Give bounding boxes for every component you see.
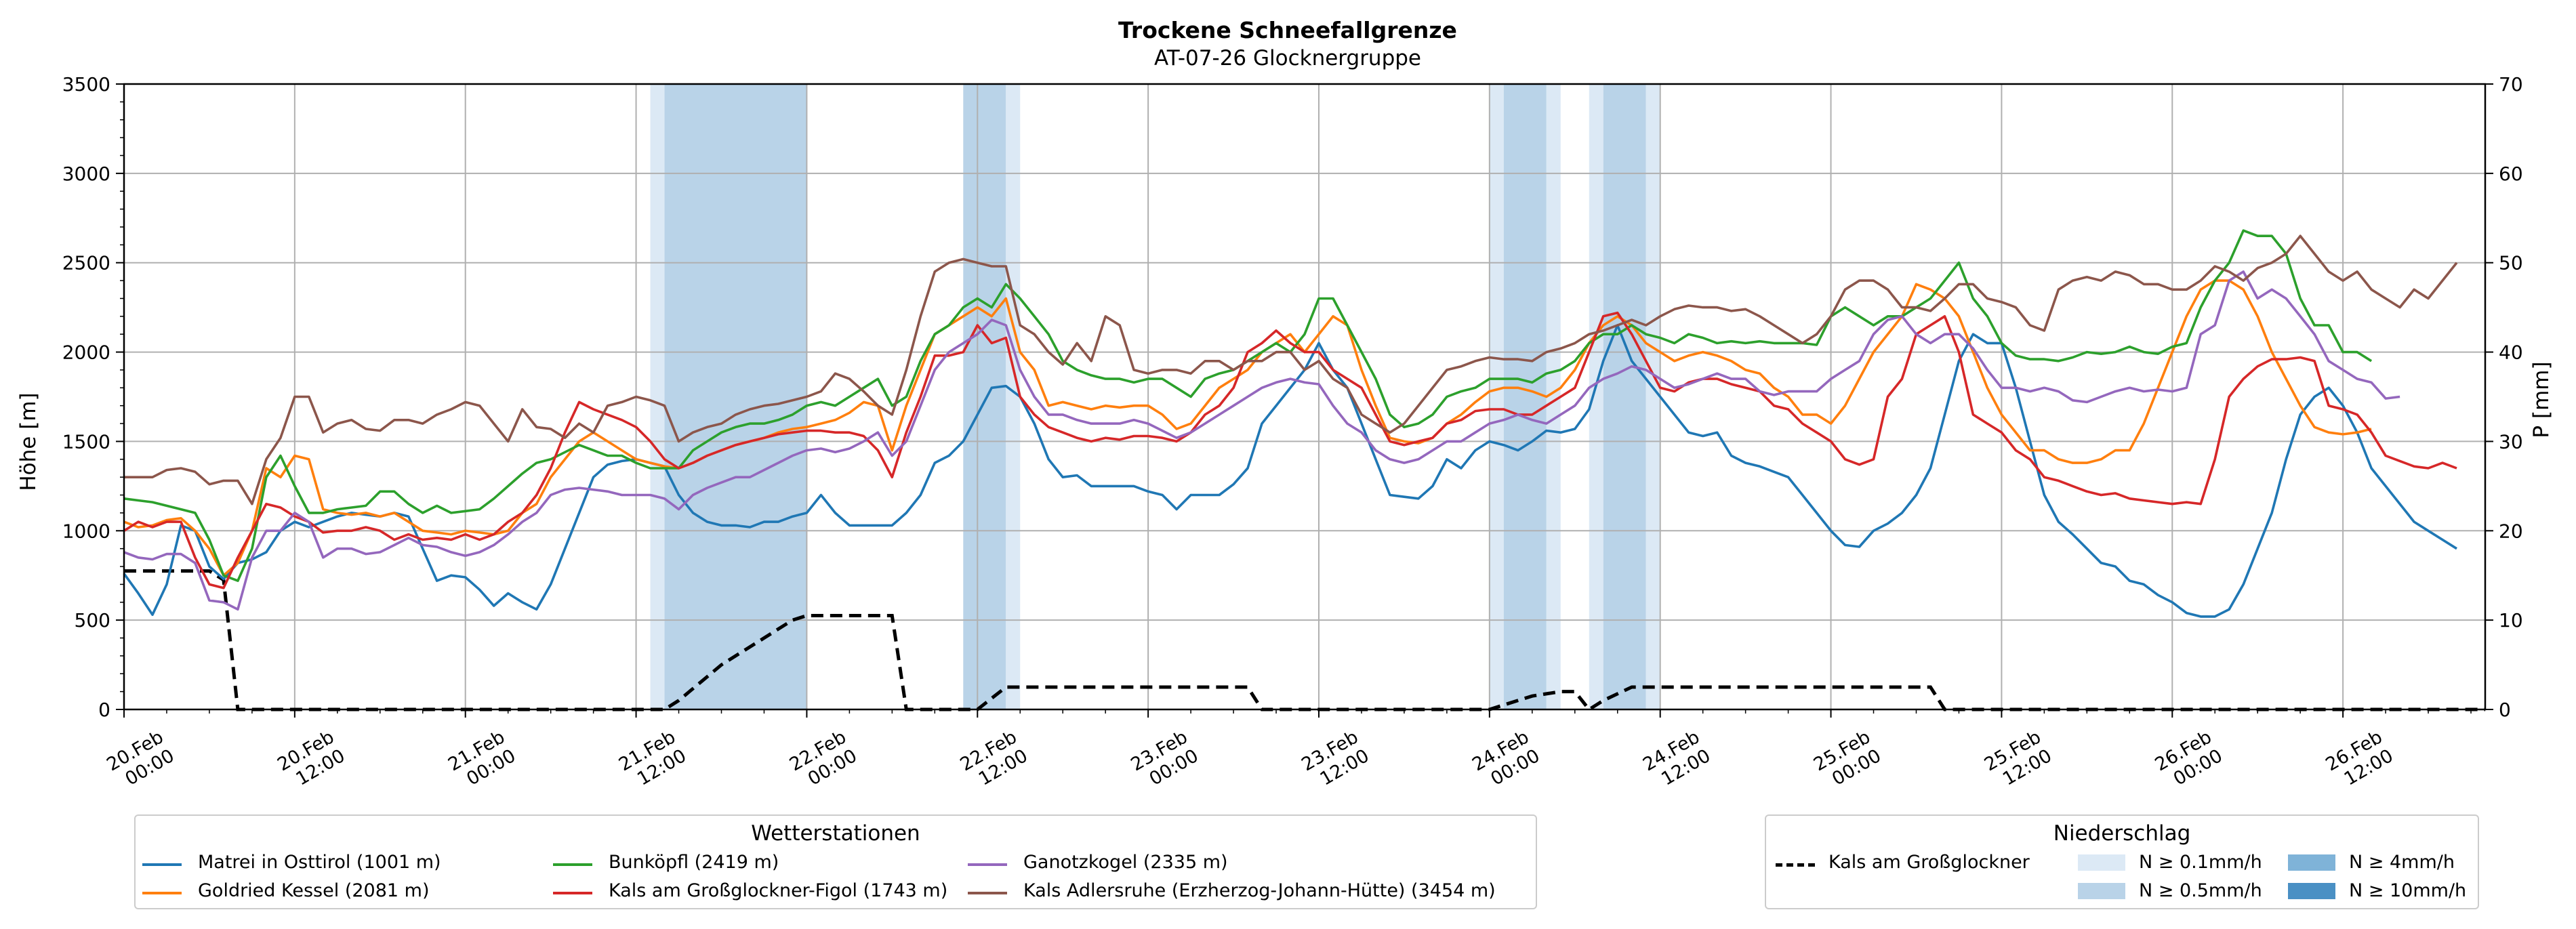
chart-subtitle: AT-07-26 Glocknergruppe <box>1154 46 1421 70</box>
legend-swatch-n05 <box>2078 883 2125 899</box>
y2-tick-label-5: 50 <box>2499 252 2523 274</box>
precip-line-group <box>124 569 2485 712</box>
legend-swatch-ganotzkogel <box>968 863 1007 866</box>
x-tick-label-7: 23.Feb12:00 <box>1298 726 1372 794</box>
grid <box>123 83 2485 710</box>
legend-swatch-kals-figol <box>553 892 592 894</box>
legend-label-n01: N ≥ 0.1mm/h <box>2139 852 2262 873</box>
precip-band-9 <box>1645 84 1660 709</box>
y-tick-label-7: 3500 <box>62 73 110 96</box>
series-line-0 <box>123 324 2457 618</box>
plot-frame <box>123 83 2487 711</box>
precip-band-6 <box>1546 84 1561 709</box>
series-line-2 <box>123 229 2373 582</box>
legend-swatch-n01 <box>2078 854 2125 871</box>
series-line-4 <box>123 270 2400 611</box>
x-tick-label-12: 26.Feb00:00 <box>2152 726 2226 794</box>
legend-label-goldried: Goldried Kessel (2081 m) <box>198 880 430 901</box>
legend-label-n05: N ≥ 0.5mm/h <box>2139 880 2262 901</box>
legend-label-kals-figol: Kals am Großglockner-Figol (1743 m) <box>609 880 948 901</box>
precip-band-7 <box>1589 84 1603 709</box>
precip-legend-title: Niederschlag <box>2053 821 2191 846</box>
x-tick-label-6: 23.Feb00:00 <box>1128 726 1202 794</box>
legend-swatch-n4 <box>2288 854 2335 871</box>
x-tick-label-10: 25.Feb00:00 <box>1810 726 1885 794</box>
y-axis-label: Höhe [m] <box>16 392 41 491</box>
precip-bands <box>650 84 1660 709</box>
legend-swatch-goldried <box>142 892 182 894</box>
x-tick-label-4: 22.Feb00:00 <box>786 726 861 794</box>
y-tick-label-6: 3000 <box>62 163 110 185</box>
x-tick-label-13: 26.Feb12:00 <box>2323 726 2397 794</box>
legend-label-precip-line: Kals am Großglockner <box>1828 852 2030 873</box>
y-tick-label-5: 2500 <box>62 252 110 274</box>
precip-band-1 <box>664 84 807 709</box>
precip-legend: Niederschlag Kals am Großglockner N ≥ 0.… <box>1765 814 2479 909</box>
series-line-5 <box>124 234 2458 505</box>
precip-band-5 <box>1503 84 1547 709</box>
y2-tick-label-1: 10 <box>2499 609 2523 632</box>
precip-band-3 <box>1006 84 1021 709</box>
x-tick-label-3: 21.Feb12:00 <box>615 726 690 794</box>
axes: 0 500 1000 1500 2000 2500 3000 3500 0 10 20 30 40 50 6… <box>62 73 2523 794</box>
x-tick-label-5: 22.Feb12:00 <box>957 726 1031 794</box>
y-tick-label-4: 2000 <box>62 342 110 364</box>
x-tick-label-11: 25.Feb12:00 <box>1981 726 2056 794</box>
legend-label-bunkoepfl: Bunköpfl (2419 m) <box>609 852 779 873</box>
legend-swatch-n10 <box>2288 883 2335 899</box>
y-tick-label-1: 500 <box>75 609 110 632</box>
series-lines <box>123 229 2458 618</box>
y2-tick-label-2: 20 <box>2499 520 2523 542</box>
y-tick-label-3: 1500 <box>62 430 110 453</box>
x-tick-label-1: 20.Feb12:00 <box>274 726 348 794</box>
precip-band-8 <box>1603 84 1646 709</box>
x-tick-label-9: 24.Feb12:00 <box>1639 726 1714 794</box>
precip-line-kals <box>124 569 2485 712</box>
precip-band-0 <box>650 84 665 709</box>
y-tick-label-0: 0 <box>98 699 110 721</box>
y2-tick-label-3: 30 <box>2499 430 2523 453</box>
y2-tick-label-7: 70 <box>2499 73 2523 96</box>
stations-legend: Wetterstationen Matrei in Osttirol (1001… <box>134 814 1537 909</box>
chart-title: Trockene Schneefallgrenze <box>1118 17 1457 43</box>
legend-swatch-adlersruhe <box>968 892 1007 894</box>
x-tick-label-2: 21.Feb00:00 <box>445 726 519 794</box>
legend-swatch-precip-line <box>1776 863 1815 867</box>
y2-axis-label: P [mm] <box>2529 361 2554 438</box>
legend-label-n4: N ≥ 4mm/h <box>2349 852 2455 873</box>
series-line-1 <box>123 279 2372 577</box>
y2-tick-label-4: 40 <box>2499 342 2523 364</box>
legend-swatch-bunkoepfl <box>553 863 592 866</box>
y2-tick-label-6: 60 <box>2499 163 2523 185</box>
legend-label-matrei: Matrei in Osttirol (1001 m) <box>198 852 441 873</box>
legend-label-adlersruhe: Kals Adlersruhe (Erzherzog-Johann-Hütte)… <box>1023 880 1496 901</box>
legend-swatch-matrei <box>142 863 182 866</box>
y2-tick-label-0: 0 <box>2499 699 2511 721</box>
precip-band-4 <box>1489 84 1504 709</box>
legend-label-ganotzkogel: Ganotzkogel (2335 m) <box>1023 852 1228 873</box>
x-tick-label-0: 20.Feb00:00 <box>103 726 178 794</box>
precip-band-2 <box>963 84 1006 709</box>
x-tick-label-8: 24.Feb00:00 <box>1469 726 1543 794</box>
series-line-3 <box>123 311 2457 590</box>
legend-label-n10: N ≥ 10mm/h <box>2349 880 2467 901</box>
stations-legend-title: Wetterstationen <box>751 821 920 846</box>
y-tick-label-2: 1000 <box>62 520 110 542</box>
